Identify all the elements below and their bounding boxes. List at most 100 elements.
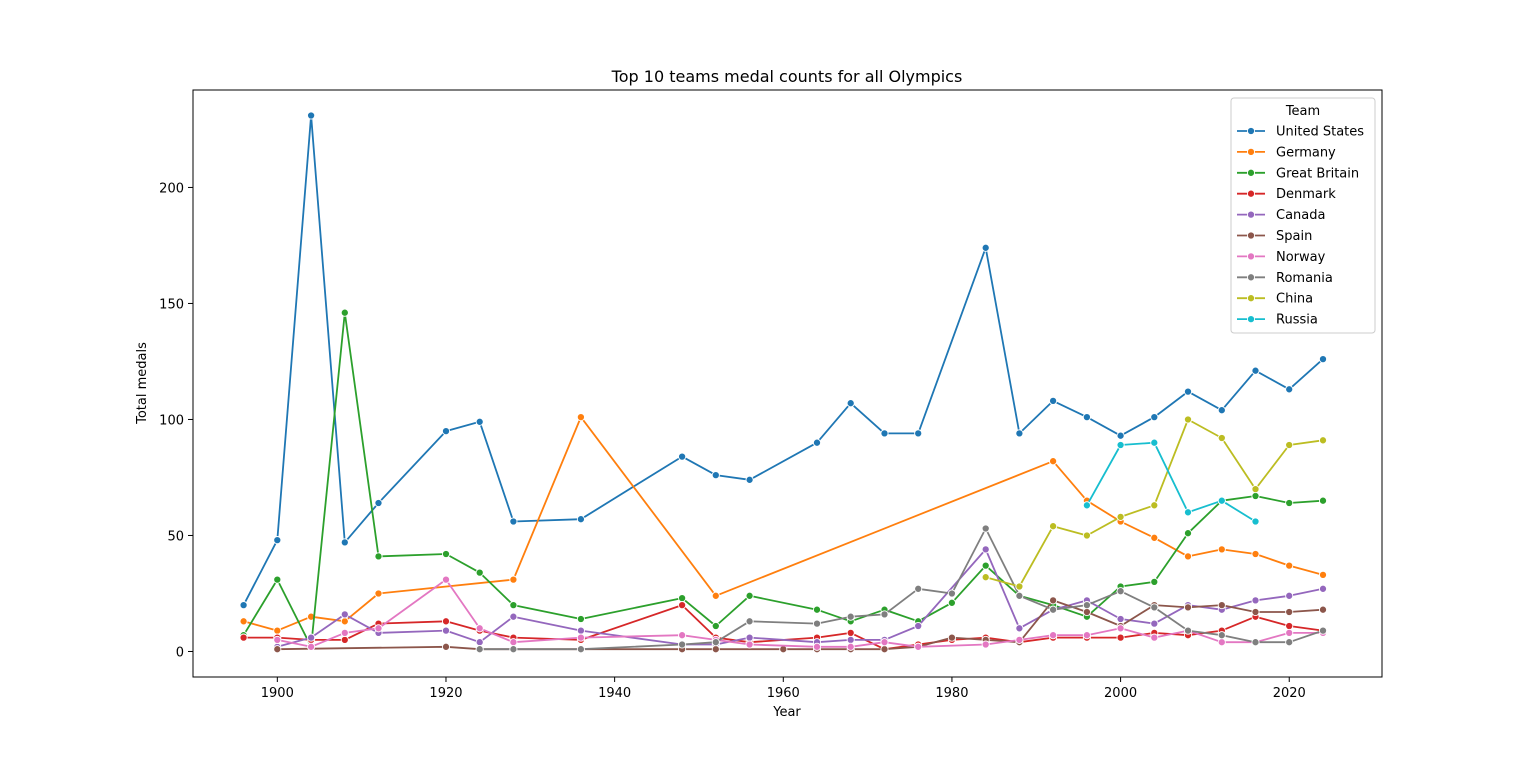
- legend-swatch-marker: [1246, 315, 1256, 324]
- data-point-germany: [1049, 457, 1058, 466]
- x-tick-label: 1920: [429, 686, 462, 701]
- y-tick-label: 0: [176, 645, 184, 660]
- data-point-norway: [981, 640, 990, 649]
- data-point-canada: [340, 610, 349, 619]
- series-line-germany: [243, 416, 1324, 632]
- data-point-united-states: [981, 243, 990, 252]
- data-point-romania: [678, 640, 687, 649]
- series-line-canada: [277, 548, 1324, 648]
- y-tick-label: 50: [167, 529, 184, 544]
- data-point-germany: [239, 617, 248, 626]
- data-point-norway: [1049, 631, 1058, 640]
- legend-swatch-marker: [1246, 294, 1256, 303]
- data-point-romania: [981, 524, 990, 533]
- data-point-united-states: [1183, 387, 1193, 396]
- legend-item-china: China: [1237, 292, 1313, 307]
- data-point-norway: [745, 640, 754, 649]
- data-point-canada: [981, 545, 990, 554]
- data-point-canada: [576, 626, 585, 635]
- data-point-united-states: [239, 601, 248, 610]
- data-point-spain: [1318, 605, 1328, 614]
- data-point-germany: [1318, 570, 1328, 579]
- data-point-denmark: [1285, 621, 1294, 631]
- data-point-great-britain: [1285, 498, 1294, 508]
- data-point-russia: [1150, 438, 1159, 447]
- data-point-united-states: [914, 429, 923, 438]
- data-point-denmark: [678, 601, 687, 610]
- legend-box: [1230, 97, 1376, 334]
- data-point-norway: [374, 624, 383, 633]
- data-point-romania: [1082, 601, 1091, 610]
- data-point-norway: [846, 642, 855, 651]
- data-point-canada: [441, 626, 451, 635]
- legend-swatch-marker: [1246, 147, 1256, 156]
- data-point-norway: [914, 642, 923, 651]
- data-point-united-states: [1150, 413, 1159, 422]
- data-point-germany: [1251, 549, 1260, 559]
- data-point-united-states: [1285, 385, 1294, 394]
- legend-swatch-marker: [1246, 273, 1256, 282]
- legend-swatch-marker: [1246, 126, 1256, 136]
- data-point-germany: [374, 589, 383, 598]
- data-point-norway: [441, 575, 451, 584]
- data-point-great-britain: [1150, 577, 1159, 586]
- series-line-norway: [277, 578, 1323, 648]
- data-point-united-states: [576, 515, 585, 524]
- data-point-canada: [509, 612, 518, 621]
- data-point-romania: [576, 645, 585, 654]
- y-tick-label: 100: [159, 413, 184, 428]
- y-tick-label: 150: [159, 297, 184, 312]
- data-point-united-states: [1251, 366, 1260, 375]
- series-line-romania: [479, 527, 1324, 651]
- data-point-russia: [1082, 501, 1091, 510]
- data-point-russia: [1183, 508, 1193, 517]
- data-point-norway: [1015, 635, 1024, 644]
- data-point-china: [1116, 512, 1125, 521]
- data-point-romania: [812, 619, 822, 628]
- legend-label: Denmark: [1276, 187, 1336, 202]
- data-point-china: [1049, 522, 1058, 531]
- data-point-china: [1217, 433, 1226, 443]
- legend-label: Great Britain: [1276, 166, 1359, 181]
- data-point-russia: [1116, 440, 1125, 450]
- data-point-canada: [846, 635, 855, 644]
- plot-area: [192, 89, 1383, 678]
- data-point-spain: [1049, 596, 1058, 605]
- data-point-romania: [914, 584, 923, 593]
- data-point-denmark: [846, 628, 855, 637]
- data-point-germany: [1217, 545, 1226, 554]
- data-point-united-states: [475, 417, 484, 426]
- data-point-romania: [1049, 605, 1058, 614]
- data-point-romania: [509, 645, 518, 654]
- data-point-canada: [1318, 584, 1328, 593]
- legend-items: United States Germany Great Britain Denmark…: [1237, 125, 1364, 328]
- data-point-spain: [441, 642, 451, 651]
- data-point-romania: [880, 610, 889, 619]
- x-tick-label: 2000: [1104, 686, 1137, 701]
- legend-item-germany: Germany: [1237, 145, 1336, 160]
- data-point-united-states: [846, 399, 855, 408]
- data-point-germany: [1150, 533, 1159, 542]
- data-point-united-states: [340, 538, 349, 547]
- data-point-spain: [711, 645, 720, 654]
- series-united-states: [239, 111, 1328, 610]
- data-point-germany: [1285, 561, 1294, 570]
- legend-item-united-states: United States: [1237, 125, 1364, 140]
- data-point-great-britain: [1183, 529, 1193, 538]
- data-point-china: [1015, 582, 1024, 591]
- data-point-norway: [307, 642, 316, 651]
- data-point-great-britain: [678, 594, 687, 603]
- y-axis: 0 50 100 150 200: [159, 181, 193, 660]
- data-point-denmark: [441, 617, 451, 626]
- series-line-united-states: [242, 114, 1324, 606]
- data-point-germany: [1183, 552, 1193, 561]
- legend-item-denmark: Denmark: [1237, 187, 1336, 202]
- data-point-denmark: [340, 635, 349, 644]
- data-point-united-states: [509, 517, 518, 526]
- data-point-canada: [1285, 591, 1294, 600]
- data-point-canada: [1116, 614, 1125, 624]
- legend-swatch-marker: [1246, 210, 1256, 219]
- data-point-great-britain: [273, 575, 282, 584]
- data-point-norway: [1150, 633, 1159, 642]
